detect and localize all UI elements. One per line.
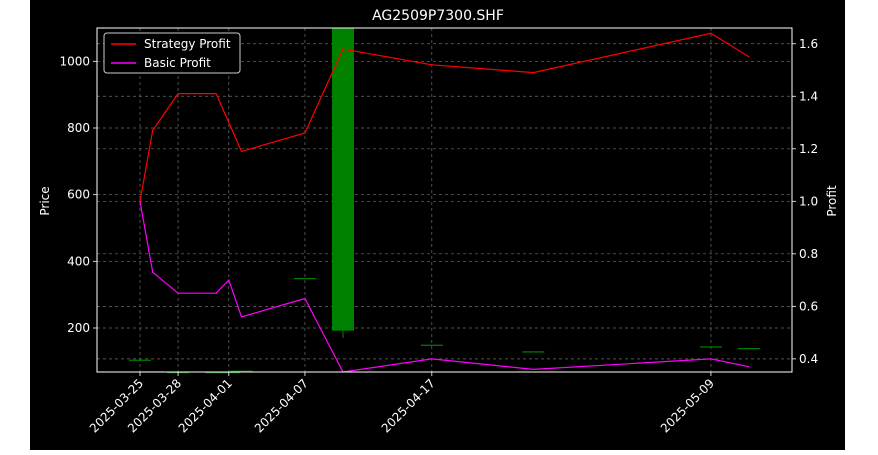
y-tick-label-left: 800	[67, 121, 90, 135]
series-point-basic-profit	[215, 292, 217, 294]
legend-box	[103, 32, 241, 74]
series-point-strategy-profit	[152, 129, 154, 132]
series-point-basic-profit	[139, 200, 141, 202]
y-tick-label-right: 0.6	[799, 299, 818, 313]
series-point-basic-profit	[532, 368, 534, 370]
series-line-strategy-profit	[139, 32, 750, 202]
candle-body	[738, 348, 760, 350]
candle-body	[129, 359, 151, 361]
series-point-basic-profit	[710, 358, 712, 360]
candle-body	[332, 28, 354, 331]
candle-body	[522, 351, 545, 353]
candle-body	[699, 346, 722, 348]
legend-label-strategy-profit: Strategy Profit	[144, 37, 231, 51]
series-point-strategy-profit	[177, 93, 179, 95]
candle-body	[230, 370, 253, 372]
series-point-strategy-profit	[240, 150, 243, 153]
series-point-strategy-profit	[342, 48, 344, 50]
candle-body	[293, 278, 316, 280]
chart-title: AG2509P7300.SHF	[372, 8, 504, 24]
series-point-basic-profit	[152, 271, 154, 273]
line-layer	[139, 32, 750, 373]
y-tick-label-right: 1.0	[799, 194, 818, 208]
candle-layer	[129, 28, 760, 374]
candle-body	[205, 372, 228, 374]
series-point-strategy-profit	[431, 64, 433, 66]
series-point-basic-profit	[304, 297, 306, 300]
series-point-strategy-profit	[532, 72, 534, 74]
series-point-basic-profit	[748, 366, 750, 368]
y-tick-label-left: 200	[67, 321, 90, 335]
y-tick-label-right: 0.8	[799, 247, 818, 261]
chart-background	[30, 0, 845, 450]
series-point-basic-profit	[240, 316, 243, 318]
y-tick-label-right: 0.4	[799, 352, 818, 366]
series-point-basic-profit	[228, 279, 230, 281]
series-point-strategy-profit	[228, 121, 230, 124]
series-point-strategy-profit	[215, 93, 217, 95]
y-tick-label-left: 400	[67, 254, 90, 268]
y-tick-label-left: 1000	[59, 54, 90, 68]
series-point-basic-profit	[177, 292, 179, 294]
legend: Strategy Profit Basic Profit	[103, 32, 241, 74]
candle-body	[420, 344, 443, 346]
legend-label-basic-profit: Basic Profit	[144, 56, 211, 70]
plot-frame	[96, 27, 793, 373]
y-tick-label-right: 1.4	[799, 89, 818, 103]
y-tick-label-left: 600	[67, 188, 90, 202]
y-axis-label-right: Profit	[825, 185, 839, 217]
series-point-strategy-profit	[710, 32, 712, 34]
y-tick-label-right: 1.2	[799, 142, 818, 156]
series-line-basic-profit	[139, 201, 750, 373]
y-axis-label-left: Price	[38, 186, 52, 215]
series-point-strategy-profit	[304, 132, 306, 134]
series-point-basic-profit	[431, 358, 433, 360]
series-point-strategy-profit	[748, 56, 750, 58]
y-tick-label-right: 1.6	[799, 37, 818, 51]
